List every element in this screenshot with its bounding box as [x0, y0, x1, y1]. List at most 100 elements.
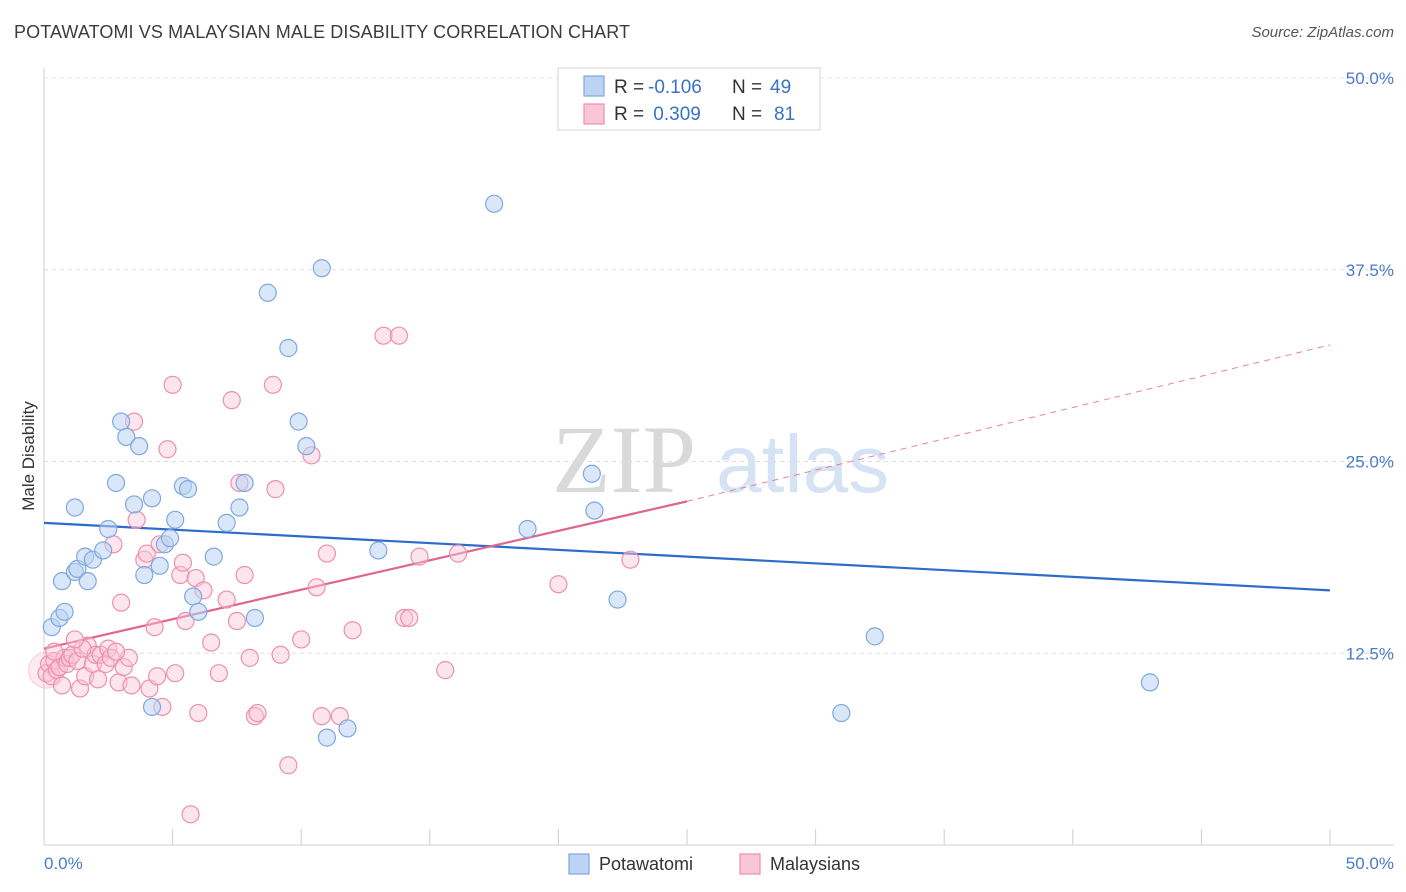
legend-n-label-1: N =	[732, 77, 762, 98]
legend-swatch-blue	[583, 75, 605, 97]
point-malaysians	[410, 547, 429, 566]
point-potawatomi	[142, 489, 162, 508]
point-potawatomi	[117, 427, 136, 447]
x-tick-labels: 0.0% 50.0%	[44, 854, 1394, 873]
point-malaysians	[209, 664, 228, 683]
point-potawatomi	[608, 590, 627, 609]
source-label: Source: ZipAtlas.com	[1251, 24, 1394, 41]
point-potawatomi	[94, 541, 113, 560]
point-malaysians	[127, 510, 146, 529]
point-potawatomi	[142, 697, 162, 717]
y-tick-label: 37.5%	[1346, 261, 1394, 280]
point-malaysians	[158, 440, 177, 459]
series-swatch-potawatomi	[568, 853, 590, 875]
point-malaysians	[122, 676, 141, 695]
point-potawatomi	[178, 480, 198, 499]
point-potawatomi	[338, 719, 357, 738]
point-malaysians	[217, 590, 236, 609]
point-malaysians	[245, 707, 265, 726]
point-malaysians	[549, 575, 568, 594]
y-tick-label: 12.5%	[1346, 644, 1394, 663]
point-malaysians	[145, 618, 164, 637]
point-malaysians	[248, 703, 267, 723]
watermark-zip: ZIP	[552, 406, 696, 513]
point-potawatomi	[518, 519, 537, 539]
point-malaysians	[317, 544, 337, 563]
point-potawatomi	[166, 510, 185, 529]
point-potawatomi	[1140, 673, 1160, 692]
point-malaysians	[173, 553, 192, 572]
point-potawatomi	[289, 412, 308, 431]
point-malaysians	[222, 391, 241, 410]
point-malaysians	[166, 664, 185, 683]
point-malaysians	[45, 642, 64, 661]
point-potawatomi	[312, 259, 331, 278]
point-malaysians	[73, 639, 92, 658]
series-swatch-malaysians	[739, 853, 761, 875]
point-potawatomi	[245, 608, 265, 628]
legend-swatch-pink	[583, 103, 605, 125]
trend-line-potawatomi	[43, 521, 1331, 592]
legend-n-label-2: N =	[732, 104, 762, 125]
point-potawatomi	[99, 519, 118, 539]
point-malaysians	[112, 593, 131, 612]
point-potawatomi	[106, 473, 126, 493]
point-potawatomi	[235, 473, 254, 493]
point-potawatomi	[832, 703, 851, 723]
point-malaysians	[148, 667, 167, 686]
legend-r-label-1: R =	[614, 77, 644, 98]
point-malaysians	[266, 480, 285, 499]
point-potawatomi	[160, 529, 180, 548]
point-malaysians	[227, 611, 246, 631]
legend-r-value-1: -0.106	[648, 77, 702, 98]
y-tick-label: 50.0%	[1346, 69, 1394, 88]
point-malaysians	[240, 648, 259, 667]
point-potawatomi	[135, 565, 154, 585]
point-malaysians	[88, 670, 108, 689]
point-potawatomi	[230, 498, 249, 517]
point-malaysians	[307, 578, 326, 597]
point-malaysians	[374, 326, 393, 345]
point-malaysians	[312, 707, 331, 726]
point-potawatomi	[65, 498, 84, 517]
point-malaysians	[235, 565, 254, 585]
point-potawatomi	[585, 501, 604, 520]
point-malaysians	[448, 544, 468, 563]
point-malaysians	[400, 608, 419, 628]
point-potawatomi	[112, 412, 131, 431]
watermark: ZIP atlas	[552, 406, 889, 513]
point-potawatomi	[279, 338, 298, 358]
point-potawatomi	[317, 728, 337, 747]
stats-legend: R = -0.106 N = 49 R = 0.309 N = 81	[557, 67, 821, 131]
point-potawatomi	[55, 602, 74, 621]
point-potawatomi	[78, 572, 97, 591]
point-potawatomi	[369, 541, 388, 560]
y-axis-label: Male Disability	[19, 401, 38, 511]
legend-n-value-1: 49	[770, 77, 791, 98]
point-malaysians	[181, 805, 200, 824]
point-potawatomi	[184, 587, 203, 606]
point-potawatomi	[297, 437, 316, 456]
point-potawatomi	[204, 547, 223, 566]
series-legend: Potawatomi Malaysians	[568, 853, 860, 875]
trend-lines	[43, 344, 1331, 650]
point-malaysians	[189, 703, 208, 723]
chart-title: POTAWATOMI VS MALAYSIAN MALE DISABILITY …	[14, 22, 631, 42]
point-potawatomi	[217, 513, 236, 532]
point-malaysians	[271, 645, 290, 664]
legend-r-label-2: R =	[614, 104, 644, 125]
point-malaysians	[202, 633, 221, 652]
y-tick-labels: 12.5% 25.0% 37.5% 50.0%	[1346, 69, 1394, 663]
point-potawatomi	[130, 437, 149, 456]
series-label-potawatomi: Potawatomi	[599, 854, 693, 874]
watermark-atlas: atlas	[716, 419, 889, 510]
x-tick-label-max: 50.0%	[1346, 854, 1394, 873]
point-potawatomi	[485, 194, 504, 213]
point-potawatomi	[865, 627, 884, 646]
point-potawatomi	[124, 495, 144, 514]
point-potawatomi	[52, 572, 72, 591]
trend-line-malaysians-extension	[686, 344, 1331, 502]
point-malaysians	[163, 375, 182, 394]
point-potawatomi	[582, 464, 601, 483]
